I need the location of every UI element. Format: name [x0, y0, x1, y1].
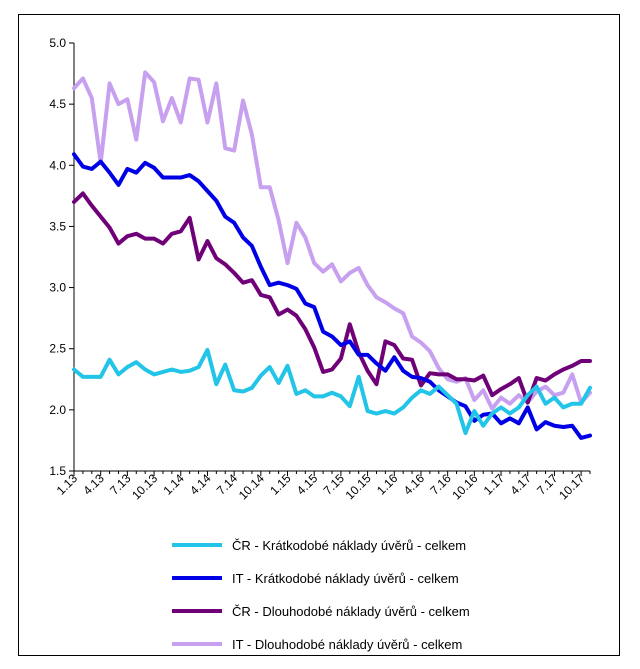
x-tick-label: 10.17 [556, 471, 587, 502]
y-tick-label: 4.0 [49, 158, 66, 172]
series-line-2 [72, 152, 592, 440]
chart-frame [18, 14, 620, 656]
x-tick-label: 10.14 [236, 471, 267, 502]
legend-label-4: IT - Dlouhodobé náklady úvěrů - celkem [232, 637, 462, 652]
legend-label-1: ČR - Krátkodobé náklady úvěrů - celkem [232, 538, 466, 553]
series-line-1 [72, 347, 592, 436]
x-tick-label: 4.14 [187, 471, 214, 498]
x-tick-label: 10.15 [343, 471, 374, 502]
legend-label-3: ČR - Dlouhodobé náklady úvěrů - celkem [232, 604, 470, 619]
y-tick-label: 4.5 [49, 97, 66, 111]
chart-legend: ČR - Krátkodobé náklady úvěrů - celkem IT… [172, 538, 470, 652]
y-tick-label: 1.5 [49, 464, 66, 478]
x-tick-label: 1.16 [374, 471, 401, 498]
series-line-4 [72, 70, 592, 411]
x-tick-label: 4.17 [507, 471, 534, 498]
x-tick-label: 10.13 [129, 471, 160, 502]
x-tick-label: 1.17 [481, 471, 508, 498]
y-tick-label: 2.0 [49, 403, 66, 417]
y-tick-label: 5.0 [49, 36, 66, 50]
x-tick-label: 10.16 [449, 471, 480, 502]
legend-label-2: IT - Krátkodobé náklady úvěrů - celkem [232, 571, 459, 586]
y-tick-label: 3.5 [49, 219, 66, 233]
x-tick-label: 4.13 [80, 471, 107, 498]
x-tick-label: 1.15 [267, 471, 294, 498]
chart-series-lines [72, 70, 592, 440]
x-tick-label: 4.16 [401, 471, 428, 498]
x-tick-label: 4.15 [294, 471, 321, 498]
y-tick-label: 3.0 [49, 281, 66, 295]
x-tick-label: 1.14 [160, 471, 187, 498]
y-tick-label: 2.5 [49, 342, 66, 356]
series-line-3 [72, 191, 592, 405]
